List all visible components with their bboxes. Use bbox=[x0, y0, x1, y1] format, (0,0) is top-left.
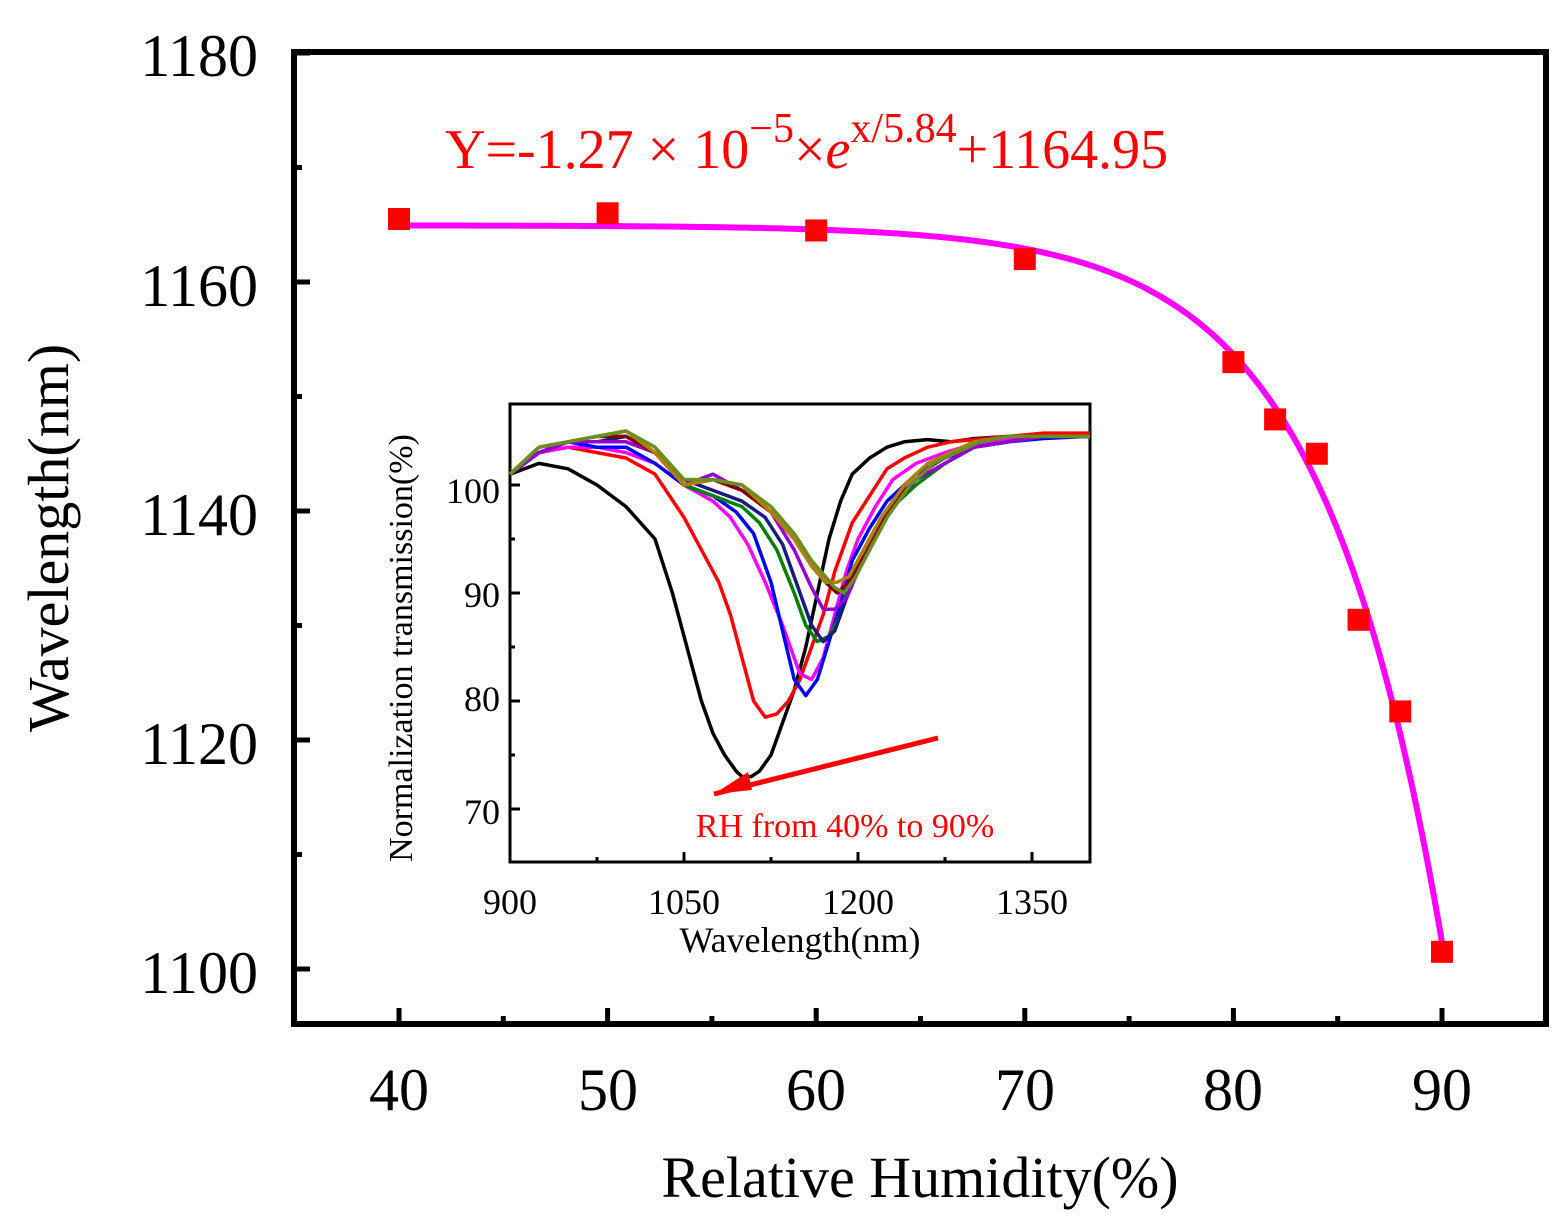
fit-equation-constant: +1164.95 bbox=[957, 119, 1169, 181]
data-point bbox=[1431, 940, 1453, 963]
fit-equation-times: × bbox=[794, 119, 826, 181]
inset-spectrum-line bbox=[508, 434, 1090, 611]
y-tick-label: 1100 bbox=[140, 940, 258, 1006]
x-tick-label: 60 bbox=[786, 1057, 846, 1123]
inset-x-tick-label: 1050 bbox=[648, 882, 720, 922]
x-tick-label: 90 bbox=[1412, 1057, 1472, 1123]
x-tick-label: 40 bbox=[369, 1057, 429, 1123]
data-point bbox=[1264, 408, 1287, 431]
data-point bbox=[596, 202, 619, 225]
x-tick-label: 50 bbox=[578, 1057, 638, 1123]
inset-annotation: RH from 40% to 90% bbox=[696, 808, 994, 845]
data-point bbox=[1222, 351, 1245, 374]
inset-x-tick-label: 1350 bbox=[996, 882, 1068, 922]
fit-equation-e: e bbox=[826, 119, 851, 181]
inset-x-tick-label: 1200 bbox=[822, 882, 894, 922]
inset-spectrum-line bbox=[508, 429, 1090, 595]
y-tick-label: 1120 bbox=[140, 711, 258, 777]
data-point bbox=[1347, 608, 1370, 631]
inset-axis-ticks bbox=[508, 483, 1034, 862]
y-tick-label: 1180 bbox=[140, 23, 258, 89]
fit-curve bbox=[399, 222, 1445, 943]
inset-x-tick-label: 900 bbox=[483, 882, 537, 922]
main-axis-ticks bbox=[294, 50, 1445, 1024]
fit-equation: Y=-1.27 × 10−5×ex/5.84+1164.95 bbox=[445, 106, 1168, 181]
inset-y-tick-label: 70 bbox=[464, 792, 500, 832]
y-tick-label: 1160 bbox=[140, 253, 258, 319]
inset-y-axis-title: Normalization transmission(%) bbox=[383, 434, 420, 862]
inset-plot-frame bbox=[508, 402, 1092, 864]
main-data-points bbox=[388, 202, 1453, 963]
data-point bbox=[388, 208, 410, 231]
main-chart: 1180 1160 1140 1120 1100 40 50 60 70 80 … bbox=[16, 23, 1549, 1210]
x-tick-label: 70 bbox=[995, 1057, 1055, 1123]
inset-spectrum-line bbox=[509, 431, 1091, 779]
inset-spectrum-line bbox=[508, 434, 1090, 682]
data-point bbox=[805, 219, 828, 242]
inset-x-axis-title: Wavelength(nm) bbox=[679, 920, 920, 960]
fit-equation-power: x/5.84 bbox=[850, 106, 956, 152]
data-point bbox=[1305, 442, 1328, 465]
x-axis-title: Relative Humidity(%) bbox=[661, 1145, 1178, 1210]
inset-y-tick-label: 90 bbox=[464, 575, 500, 615]
fit-equation-exponent: −5 bbox=[749, 106, 794, 152]
inset-y-tick-label: 80 bbox=[464, 679, 500, 719]
x-tick-label: 80 bbox=[1203, 1057, 1263, 1123]
data-point bbox=[1013, 248, 1036, 271]
fit-equation-prefix: Y=-1.27 × 10 bbox=[445, 119, 749, 181]
inset-chart: 100 90 80 70 900 1050 1200 1350 Waveleng… bbox=[383, 402, 1092, 960]
y-axis-title: Wavelength(nm) bbox=[16, 344, 81, 732]
inset-spectrum-line bbox=[508, 431, 1090, 719]
data-point bbox=[1389, 700, 1412, 723]
y-tick-label: 1140 bbox=[140, 482, 258, 548]
annotation-arrow-head bbox=[714, 772, 752, 794]
main-fit-curve-layer bbox=[399, 222, 1445, 943]
inset-y-tick-label: 100 bbox=[446, 471, 500, 511]
annotation-arrow-line bbox=[713, 735, 939, 797]
inset-spectra bbox=[508, 429, 1091, 779]
